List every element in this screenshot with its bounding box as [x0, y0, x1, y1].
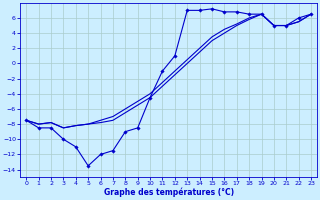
X-axis label: Graphe des températures (°C): Graphe des températures (°C) — [104, 188, 234, 197]
